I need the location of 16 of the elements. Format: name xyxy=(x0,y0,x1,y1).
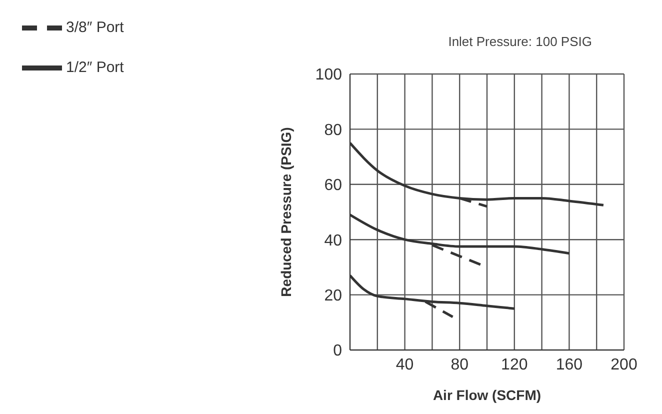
legend-label: 1/2″ Port xyxy=(66,58,124,76)
y-tick-label: 20 xyxy=(324,287,342,304)
x-tick-label: 40 xyxy=(396,356,414,374)
y-axis-title: Reduced Pressure (PSIG) xyxy=(278,127,294,297)
text: Inlet Pressure: 100 PSIG xyxy=(448,34,592,49)
x-tick-label: 200 xyxy=(610,356,638,374)
y-tick-label: 100 xyxy=(315,66,342,84)
x-tick-label: 160 xyxy=(556,356,583,374)
x-tick-label: 80 xyxy=(450,356,469,374)
x-axis-title: Air Flow (SCFM) xyxy=(432,387,542,403)
y-tick-label: 40 xyxy=(324,232,342,250)
y-tick-label: 80 xyxy=(324,122,342,139)
y-tick-label: 0 xyxy=(333,342,342,360)
x-tick-label: 120 xyxy=(501,356,528,374)
y-tick-label: 60 xyxy=(324,177,342,194)
legend-label: 3/8″ Port xyxy=(66,18,124,36)
